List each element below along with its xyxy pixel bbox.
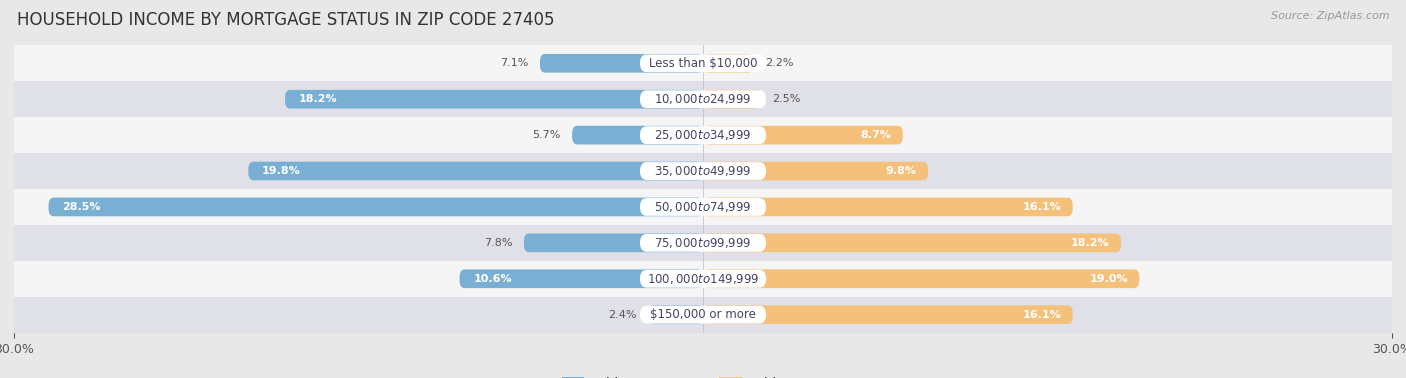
Text: 2.4%: 2.4% — [607, 310, 637, 320]
FancyBboxPatch shape — [640, 306, 766, 324]
Legend: Without Mortgage, With Mortgage: Without Mortgage, With Mortgage — [562, 376, 844, 378]
FancyBboxPatch shape — [703, 54, 754, 73]
Text: $10,000 to $24,999: $10,000 to $24,999 — [654, 92, 752, 106]
Text: 8.7%: 8.7% — [860, 130, 891, 140]
FancyBboxPatch shape — [703, 234, 1121, 252]
Text: $50,000 to $74,999: $50,000 to $74,999 — [654, 200, 752, 214]
FancyBboxPatch shape — [703, 198, 1073, 216]
Bar — [14, 261, 1392, 297]
Text: 28.5%: 28.5% — [62, 202, 101, 212]
Text: 7.1%: 7.1% — [501, 58, 529, 68]
FancyBboxPatch shape — [640, 54, 766, 72]
FancyBboxPatch shape — [572, 126, 703, 144]
Text: $35,000 to $49,999: $35,000 to $49,999 — [654, 164, 752, 178]
FancyBboxPatch shape — [640, 126, 766, 144]
Text: 18.2%: 18.2% — [299, 94, 337, 104]
Text: HOUSEHOLD INCOME BY MORTGAGE STATUS IN ZIP CODE 27405: HOUSEHOLD INCOME BY MORTGAGE STATUS IN Z… — [17, 11, 554, 29]
Text: 5.7%: 5.7% — [533, 130, 561, 140]
Bar — [14, 81, 1392, 117]
Bar — [14, 45, 1392, 81]
Bar — [14, 117, 1392, 153]
Bar — [14, 153, 1392, 189]
FancyBboxPatch shape — [703, 90, 761, 108]
FancyBboxPatch shape — [540, 54, 703, 73]
Text: 9.8%: 9.8% — [886, 166, 917, 176]
Text: 18.2%: 18.2% — [1071, 238, 1109, 248]
FancyBboxPatch shape — [640, 234, 766, 252]
Text: Less than $10,000: Less than $10,000 — [648, 57, 758, 70]
Text: 10.6%: 10.6% — [474, 274, 512, 284]
Bar — [14, 297, 1392, 333]
Text: 7.8%: 7.8% — [484, 238, 512, 248]
FancyBboxPatch shape — [460, 270, 703, 288]
Text: $75,000 to $99,999: $75,000 to $99,999 — [654, 236, 752, 250]
FancyBboxPatch shape — [703, 270, 1139, 288]
Bar — [14, 225, 1392, 261]
FancyBboxPatch shape — [640, 198, 766, 216]
FancyBboxPatch shape — [703, 162, 928, 180]
Bar — [14, 189, 1392, 225]
Text: 16.1%: 16.1% — [1022, 310, 1062, 320]
FancyBboxPatch shape — [640, 162, 766, 180]
FancyBboxPatch shape — [640, 90, 766, 108]
FancyBboxPatch shape — [524, 234, 703, 252]
Text: 19.8%: 19.8% — [262, 166, 301, 176]
Text: 2.2%: 2.2% — [765, 58, 793, 68]
Text: $100,000 to $149,999: $100,000 to $149,999 — [647, 272, 759, 286]
Text: 2.5%: 2.5% — [772, 94, 800, 104]
FancyBboxPatch shape — [648, 305, 703, 324]
Text: 19.0%: 19.0% — [1090, 274, 1128, 284]
Text: $150,000 or more: $150,000 or more — [650, 308, 756, 321]
Text: Source: ZipAtlas.com: Source: ZipAtlas.com — [1271, 11, 1389, 21]
Text: $25,000 to $34,999: $25,000 to $34,999 — [654, 128, 752, 142]
FancyBboxPatch shape — [703, 126, 903, 144]
FancyBboxPatch shape — [285, 90, 703, 108]
FancyBboxPatch shape — [48, 198, 703, 216]
FancyBboxPatch shape — [640, 270, 766, 288]
FancyBboxPatch shape — [249, 162, 703, 180]
Text: 16.1%: 16.1% — [1022, 202, 1062, 212]
FancyBboxPatch shape — [703, 305, 1073, 324]
